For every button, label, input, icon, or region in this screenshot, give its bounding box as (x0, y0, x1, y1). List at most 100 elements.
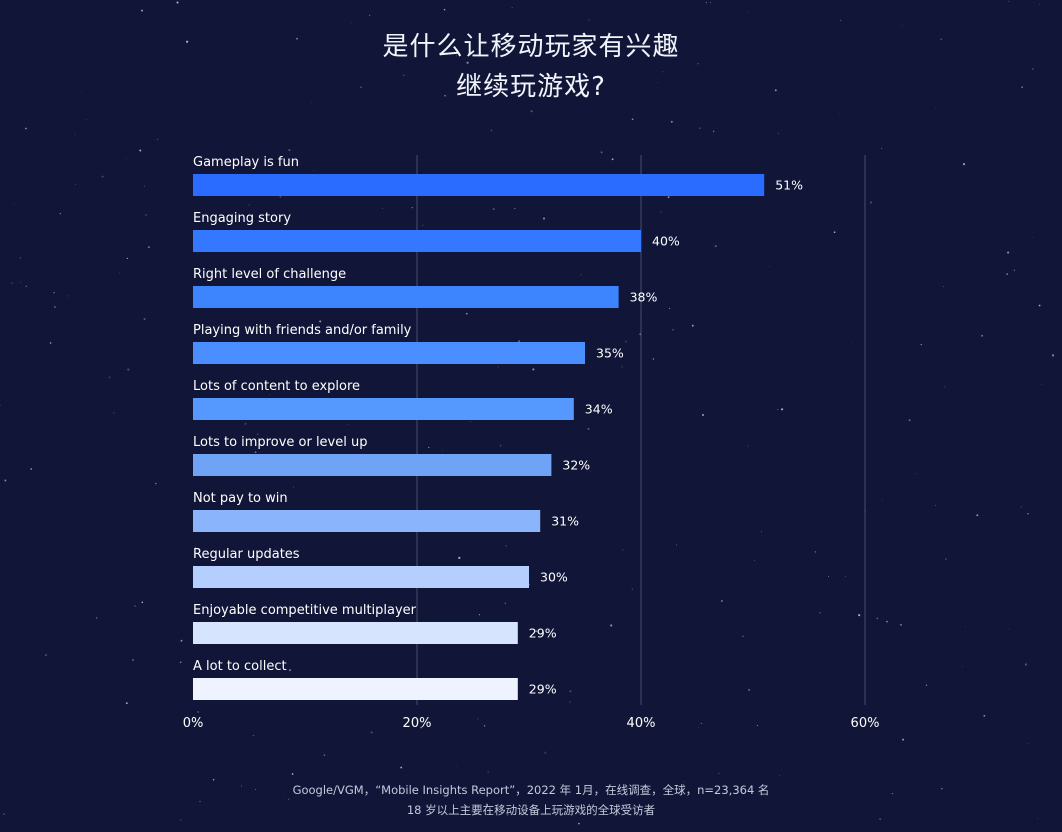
star (780, 408, 784, 411)
star (164, 497, 166, 499)
star (1031, 68, 1034, 70)
star (350, 22, 352, 24)
star (504, 602, 506, 604)
star (697, 63, 699, 65)
category-label: Enjoyable competitive multiplayer (193, 603, 417, 618)
star (95, 616, 98, 619)
star (983, 714, 986, 717)
star (268, 394, 270, 395)
star (212, 778, 215, 781)
category-label: Lots to improve or level up (193, 435, 367, 450)
star (400, 766, 403, 769)
star (981, 334, 984, 337)
star (44, 653, 48, 657)
star (240, 785, 243, 787)
star (1034, 147, 1036, 149)
star (779, 774, 780, 776)
value-label: 29% (529, 626, 557, 641)
star (891, 792, 894, 795)
x-tick-label: 60% (851, 716, 880, 731)
value-label: 34% (585, 402, 613, 417)
star (1006, 273, 1009, 275)
star (254, 451, 257, 454)
star (670, 120, 673, 123)
star (760, 531, 762, 533)
star (456, 55, 457, 57)
star (1020, 506, 1022, 508)
star (712, 130, 715, 133)
star (631, 118, 634, 121)
x-tick-label: 20% (403, 716, 432, 731)
star (1051, 354, 1055, 357)
star (289, 669, 291, 672)
star (621, 366, 623, 368)
star (647, 319, 649, 321)
star (296, 37, 298, 40)
star (125, 157, 127, 159)
star (940, 38, 943, 41)
star (900, 624, 902, 626)
star (178, 30, 180, 32)
star (19, 256, 22, 259)
star (444, 94, 446, 97)
value-label: 32% (562, 458, 590, 473)
star (698, 127, 701, 130)
star (244, 422, 247, 425)
star (442, 450, 444, 452)
value-label: 51% (775, 178, 803, 193)
star (1013, 269, 1016, 271)
star (625, 341, 627, 343)
star (588, 19, 590, 21)
value-label: 29% (529, 682, 557, 697)
star (676, 544, 677, 546)
star (499, 444, 502, 447)
category-label: Engaging story (193, 211, 291, 226)
star (288, 798, 290, 800)
star (879, 818, 882, 821)
star (902, 25, 903, 27)
bar (193, 622, 518, 644)
x-tick-label: 40% (627, 716, 656, 731)
star (179, 661, 182, 664)
star (965, 626, 966, 628)
star (718, 772, 720, 774)
star (774, 89, 777, 92)
source-note-line-1: Google/VGM，“Mobile Insights Report”，2022… (292, 783, 770, 797)
category-label: Lots of content to explore (193, 379, 360, 394)
star (25, 285, 28, 288)
star (652, 358, 655, 360)
star (976, 514, 979, 517)
value-label: 35% (596, 346, 624, 361)
star (59, 212, 61, 215)
star (497, 366, 499, 368)
value-label: 31% (551, 514, 579, 529)
star (148, 246, 150, 248)
star (490, 129, 493, 131)
category-label: Not pay to win (193, 491, 288, 506)
star (935, 505, 936, 506)
star (125, 702, 128, 705)
star (176, 1, 179, 4)
bar (193, 342, 585, 364)
star (470, 420, 472, 422)
star (139, 149, 142, 152)
star (13, 203, 15, 205)
star (754, 560, 755, 561)
star (694, 6, 696, 7)
star (691, 324, 694, 327)
star (180, 639, 183, 642)
star (532, 368, 535, 371)
star (1037, 817, 1039, 819)
star (852, 342, 853, 344)
star (126, 257, 128, 260)
star (30, 468, 33, 470)
star (483, 725, 486, 727)
star (962, 163, 966, 166)
star (777, 408, 779, 410)
star (925, 684, 928, 686)
star (67, 295, 69, 297)
star (622, 549, 624, 551)
star (411, 207, 413, 209)
star (869, 201, 873, 204)
